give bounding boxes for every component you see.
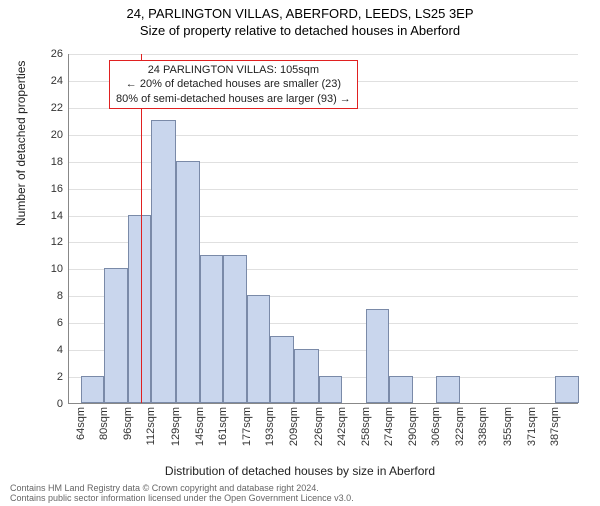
x-tick: 290sqm [407,407,419,446]
y-tick: 18 [51,156,63,168]
histogram-bar [176,161,200,403]
callout-line3: 80% of semi-detached houses are larger (… [116,92,351,106]
histogram-bar [151,120,176,403]
chart-title-line1: 24, PARLINGTON VILLAS, ABERFORD, LEEDS, … [0,6,600,21]
histogram-bar [128,215,152,403]
y-tick: 12 [51,236,63,248]
x-tick: 64sqm [75,407,87,440]
x-tick: 161sqm [217,407,229,446]
histogram-bar [436,376,460,403]
gridline [69,135,578,136]
histogram-bar [223,255,247,403]
callout-line2: ← 20% of detached houses are smaller (23… [116,77,351,91]
x-tick: 177sqm [241,407,253,446]
x-tick: 112sqm [145,407,157,445]
histogram-bar [247,295,271,403]
x-tick: 129sqm [170,407,182,446]
x-tick: 96sqm [122,407,134,440]
x-tick: 274sqm [383,407,395,446]
histogram-bar [270,336,294,403]
x-tick: 387sqm [549,407,561,446]
histogram-bar [294,349,319,403]
x-tick: 306sqm [430,407,442,446]
y-tick: 22 [51,102,63,114]
x-tick: 226sqm [313,407,325,446]
y-tick: 20 [51,129,63,141]
x-tick: 242sqm [336,407,348,446]
histogram-bar [555,376,579,403]
attribution-line2: Contains public sector information licen… [10,494,354,504]
histogram-bar [200,255,224,403]
chart-title-line2: Size of property relative to detached ho… [0,23,600,38]
y-tick: 4 [57,344,63,356]
y-tick: 6 [57,317,63,329]
x-tick: 193sqm [264,407,276,446]
histogram-bar [81,376,105,403]
x-tick: 145sqm [194,407,206,446]
histogram-bar [366,309,390,403]
y-axis-label: Number of detached properties [14,61,28,226]
chart-area: 0246810121416182022242664sqm80sqm96sqm11… [68,54,578,404]
attribution: Contains HM Land Registry data © Crown c… [10,484,354,504]
gridline [69,54,578,55]
x-tick: 371sqm [526,407,538,446]
x-tick: 338sqm [477,407,489,446]
callout-box: 24 PARLINGTON VILLAS: 105sqm← 20% of det… [109,60,358,109]
x-tick: 209sqm [288,407,300,446]
x-tick: 355sqm [502,407,514,446]
y-tick: 0 [57,398,63,410]
y-tick: 10 [51,263,63,275]
histogram-bar [389,376,413,403]
x-tick: 258sqm [360,407,372,446]
y-tick: 24 [51,75,63,87]
plot-region: 0246810121416182022242664sqm80sqm96sqm11… [68,54,578,404]
x-tick: 322sqm [454,407,466,446]
histogram-bar [319,376,343,403]
gridline [69,189,578,190]
callout-line1: 24 PARLINGTON VILLAS: 105sqm [116,63,351,77]
y-tick: 16 [51,183,63,195]
x-tick: 80sqm [98,407,110,440]
y-tick: 8 [57,290,63,302]
y-tick: 14 [51,210,63,222]
y-tick: 2 [57,371,63,383]
x-axis-label: Distribution of detached houses by size … [0,464,600,478]
gridline [69,162,578,163]
y-tick: 26 [51,48,63,60]
histogram-bar [104,268,128,403]
